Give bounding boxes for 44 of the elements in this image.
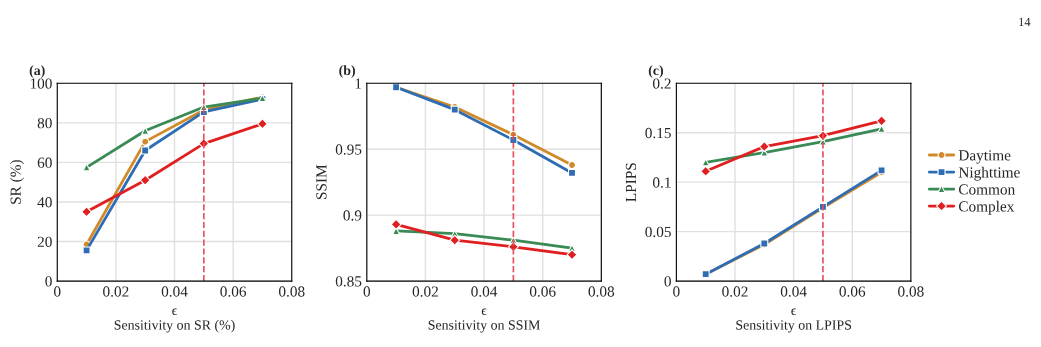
y-axis-title: SSIM	[316, 164, 327, 199]
legend-label: Nighttime	[958, 166, 1020, 181]
x-tick-label: 0.08	[898, 286, 924, 297]
chart-title: (c)	[648, 65, 664, 78]
y-tick-label: 0.2	[652, 78, 671, 89]
y-tick-label: 100	[30, 78, 52, 89]
y-tick-label: 0.85	[335, 276, 362, 287]
x-tick-label: 0.02	[412, 286, 438, 297]
y-tick-label: 20	[37, 236, 52, 247]
x-tick-label: 0.02	[103, 286, 129, 297]
x-tick-label: 0.04	[780, 286, 807, 297]
y-tick-label: 0.95	[335, 144, 362, 155]
x-tick-label: 0.04	[471, 286, 498, 297]
y-tick-label: 0	[664, 276, 671, 287]
chart-title: (b)	[339, 65, 356, 78]
x-tick-label: 0.06	[839, 286, 866, 297]
legend-label: Complex	[958, 200, 1015, 215]
x-tick-label: 0.06	[529, 286, 556, 297]
x-tick-label: 0.06	[220, 286, 247, 297]
chart-title: (a)	[29, 65, 45, 78]
x-axis-title: ϵ Sensitivity on LPIPS	[736, 308, 852, 333]
x-tick-label: 0	[54, 286, 61, 297]
y-axis-title: SR (%)	[10, 160, 24, 204]
y-tick-label: 40	[37, 197, 52, 208]
x-axis-title: ϵ Sensitivity on SR (%)	[114, 308, 235, 333]
y-tick-label: 0.05	[645, 226, 671, 238]
x-tick-label: 0	[363, 286, 371, 297]
x-tick-label: 0.08	[278, 286, 305, 297]
y-tick-label: 0.15	[645, 127, 671, 139]
y-tick-label: 0	[45, 276, 52, 287]
x-tick-label: 0.08	[588, 286, 615, 297]
y-axis-title: LPIPS	[625, 163, 637, 202]
y-tick-label: 1	[355, 78, 362, 89]
text: 14	[1019, 17, 1031, 27]
x-axis-title: ϵ Sensitivity on SSIM	[428, 308, 540, 333]
y-tick-label: 80	[37, 117, 52, 129]
x-tick-label: 0.02	[722, 286, 748, 297]
y-tick-label: 0.1	[652, 177, 671, 188]
legend-label: Daytime	[958, 150, 1011, 164]
x-tick-label: 0.04	[161, 286, 188, 297]
legend-label: Common	[958, 184, 1015, 195]
y-tick-label: 60	[37, 157, 52, 168]
y-tick-label: 0.9	[343, 210, 362, 221]
x-tick-label: 0	[673, 286, 680, 297]
